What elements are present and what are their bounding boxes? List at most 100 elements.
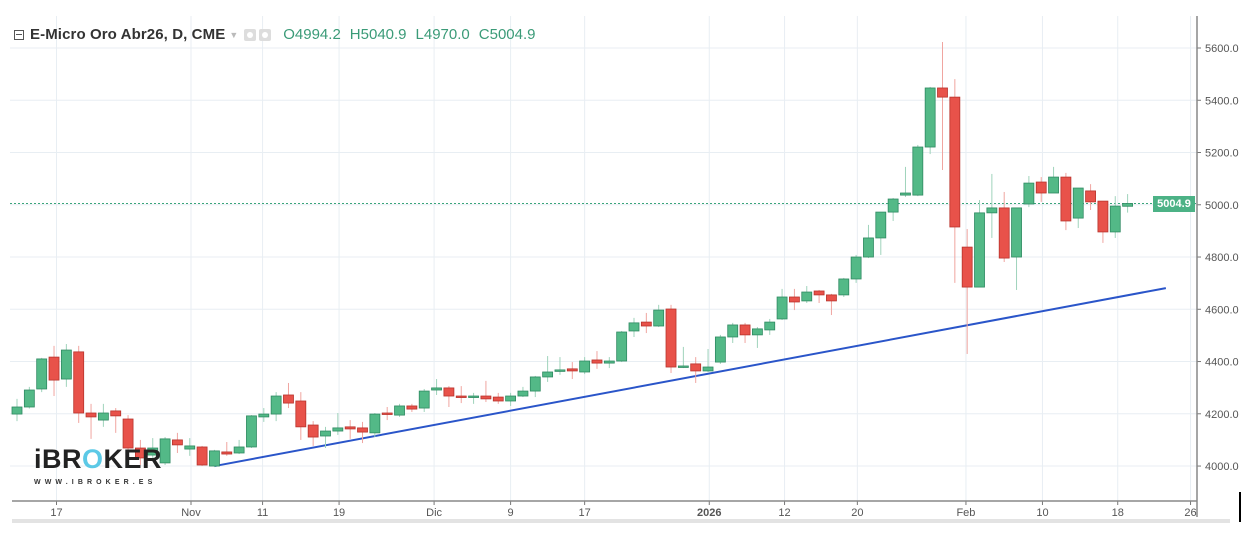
candle-down bbox=[826, 293, 837, 316]
candle-body bbox=[394, 405, 405, 416]
candle-body bbox=[640, 321, 652, 327]
candle-body bbox=[332, 427, 344, 432]
candle-body bbox=[739, 324, 751, 336]
candle-body bbox=[209, 450, 220, 467]
candle-body bbox=[270, 395, 282, 415]
candle-up bbox=[616, 330, 628, 363]
candle-body bbox=[1085, 190, 1096, 203]
candle-down bbox=[344, 420, 356, 439]
candle-up bbox=[529, 375, 541, 398]
y-tick-label: 5400.0 bbox=[1205, 95, 1239, 107]
candle-body bbox=[961, 246, 973, 288]
last-price-label: 5004.9 bbox=[1153, 196, 1195, 212]
candle-up bbox=[776, 288, 788, 320]
candle-body bbox=[949, 96, 961, 228]
candle-up bbox=[579, 357, 591, 375]
candle-body bbox=[826, 294, 837, 302]
candle-up bbox=[1011, 207, 1022, 290]
candle-body bbox=[381, 412, 393, 415]
candle-body bbox=[406, 405, 418, 410]
text-cursor bbox=[1239, 492, 1241, 522]
candle-body bbox=[147, 447, 159, 456]
collapse-icon[interactable] bbox=[14, 29, 24, 40]
candle-down bbox=[381, 406, 393, 421]
candle-body bbox=[48, 356, 60, 381]
symbol-title[interactable]: E-Micro Oro Abr26, D, CME bbox=[30, 26, 226, 43]
candle-body bbox=[97, 412, 109, 421]
candle-up bbox=[628, 317, 640, 337]
candle-body bbox=[344, 426, 356, 430]
candle-body bbox=[172, 439, 183, 446]
y-tick-label: 5200.0 bbox=[1205, 148, 1239, 160]
candle-up bbox=[11, 398, 23, 422]
candle-up bbox=[258, 408, 270, 422]
candle-down bbox=[937, 41, 948, 171]
candle-up bbox=[97, 403, 109, 427]
candle-body bbox=[1023, 182, 1035, 205]
candle-down bbox=[566, 362, 578, 380]
y-tick-label: 4200.0 bbox=[1205, 409, 1239, 421]
candle-up bbox=[974, 200, 985, 288]
candle-up bbox=[431, 379, 442, 395]
high-value: H5040.9 bbox=[349, 26, 407, 43]
candle-body bbox=[875, 211, 887, 239]
candle-up bbox=[1072, 187, 1084, 229]
candle-up bbox=[653, 304, 665, 328]
x-tick-label: 17 bbox=[50, 507, 62, 519]
candle-up bbox=[924, 86, 936, 155]
candle-body bbox=[566, 368, 578, 372]
candle-up bbox=[36, 357, 48, 393]
candle-body bbox=[529, 376, 541, 392]
candle-body bbox=[295, 400, 307, 428]
candle-up bbox=[900, 166, 911, 197]
candle-body bbox=[110, 410, 122, 417]
y-tick-label: 4000.0 bbox=[1205, 461, 1239, 473]
candle-body bbox=[11, 406, 23, 415]
candle-up bbox=[752, 327, 763, 348]
candle-body bbox=[1060, 176, 1072, 222]
candle-down bbox=[134, 439, 146, 466]
candle-body bbox=[492, 396, 504, 402]
candle-body bbox=[1122, 203, 1133, 207]
y-tick-label: 5600.0 bbox=[1205, 43, 1239, 55]
x-tick-label: 20 bbox=[851, 507, 863, 519]
logo-wordmark: iBROKER bbox=[34, 444, 163, 474]
candle-up bbox=[875, 211, 887, 255]
candle-body bbox=[998, 207, 1010, 259]
candle-up bbox=[542, 356, 554, 382]
candle-body bbox=[714, 336, 726, 363]
candle-body bbox=[616, 331, 628, 362]
candle-down bbox=[480, 380, 492, 403]
eye-icon[interactable] bbox=[244, 28, 257, 41]
candle-body bbox=[480, 395, 492, 400]
y-tick-label: 4600.0 bbox=[1205, 304, 1239, 316]
x-tick-label: 17 bbox=[579, 507, 591, 519]
candle-up bbox=[246, 415, 257, 449]
candle-body bbox=[813, 290, 825, 296]
time-scrollbar[interactable] bbox=[12, 519, 1230, 523]
candle-body bbox=[887, 198, 899, 213]
candle-up bbox=[468, 392, 479, 404]
candle-body bbox=[418, 390, 430, 409]
candle-down bbox=[1085, 184, 1096, 210]
gear-icon[interactable] bbox=[259, 28, 272, 41]
candle-body bbox=[1072, 187, 1084, 219]
candle-up bbox=[159, 437, 171, 466]
candle-body bbox=[603, 360, 615, 364]
candle-body bbox=[653, 309, 665, 327]
open-value: O4994.2 bbox=[283, 26, 341, 43]
candle-body bbox=[764, 321, 776, 331]
candle-body bbox=[1097, 200, 1109, 233]
candle-body bbox=[357, 427, 368, 433]
candle-up bbox=[394, 403, 405, 417]
x-tick-label: 19 bbox=[333, 507, 345, 519]
candle-body bbox=[677, 365, 689, 368]
dropdown-caret-icon[interactable]: ▼ bbox=[229, 29, 239, 40]
candle-body bbox=[196, 446, 208, 466]
candle-up bbox=[801, 286, 813, 304]
x-tick-label: 18 bbox=[1112, 507, 1124, 519]
candle-down bbox=[196, 445, 208, 467]
candle-body bbox=[221, 451, 233, 455]
candle-down bbox=[406, 403, 418, 412]
